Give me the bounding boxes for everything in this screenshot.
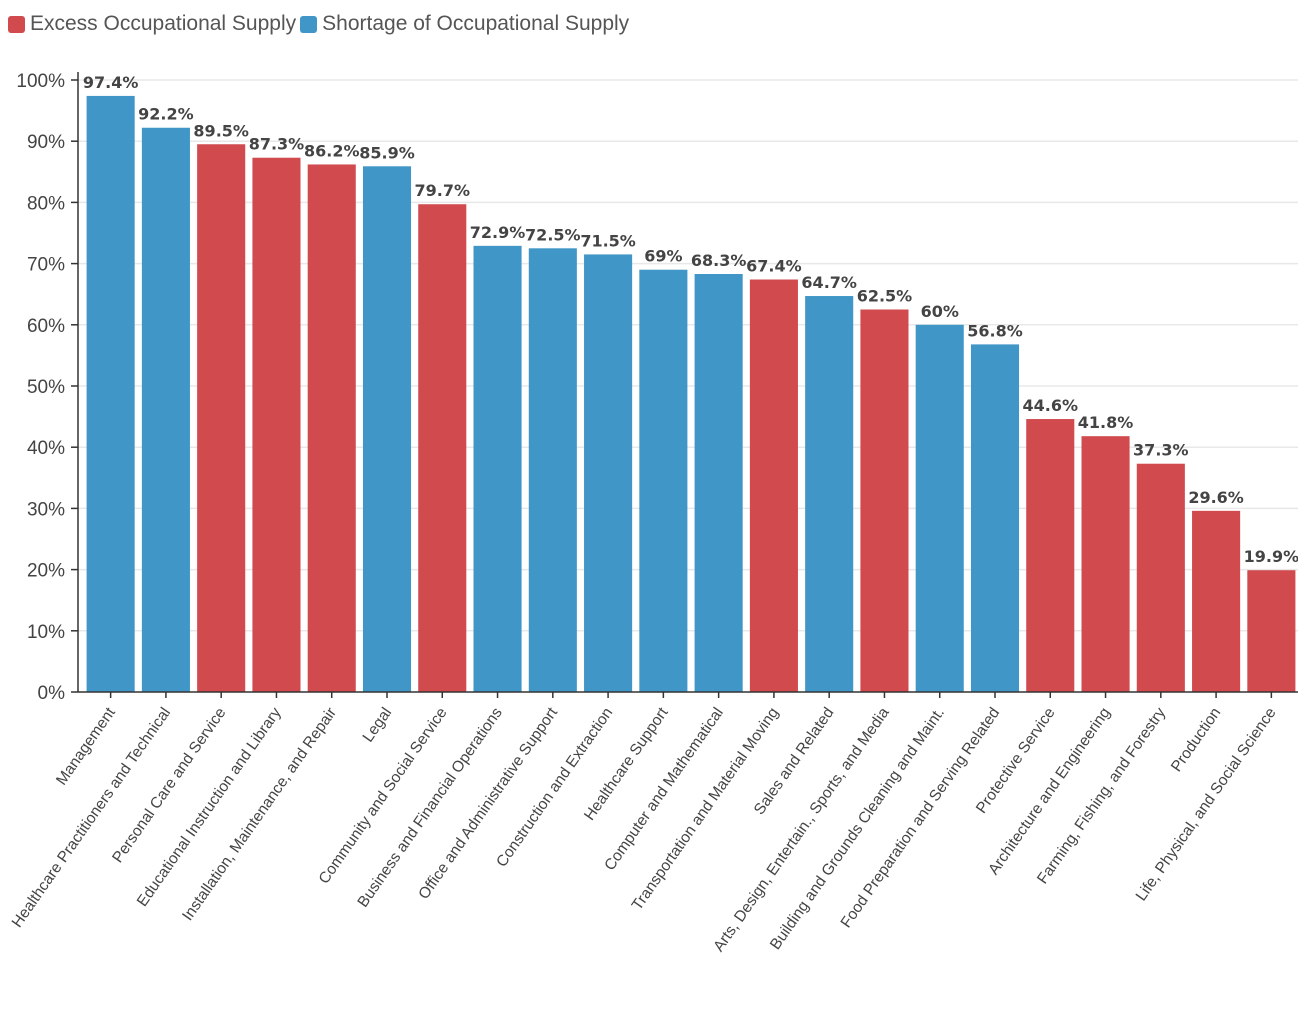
- legend-swatch-shortage: [300, 15, 318, 33]
- bar-shortage: [141, 127, 190, 692]
- data-label: 56.8%: [967, 321, 1023, 340]
- y-tick-label: 50%: [27, 377, 65, 398]
- data-label: 92.2%: [138, 105, 194, 124]
- data-label: 60%: [921, 302, 959, 321]
- legend-item-excess[interactable]: Excess Occupational Supply: [8, 12, 296, 36]
- data-label: 72.5%: [525, 225, 581, 244]
- data-label: 69%: [644, 247, 682, 266]
- data-label: 67.4%: [746, 257, 802, 276]
- data-label: 79.7%: [415, 181, 471, 200]
- y-tick-label: 40%: [27, 438, 65, 459]
- bar-excess: [1247, 570, 1296, 692]
- data-label: 64.7%: [801, 273, 857, 292]
- y-tick-label: 60%: [27, 316, 65, 337]
- data-label: 86.2%: [304, 141, 360, 160]
- bar-shortage: [639, 269, 688, 692]
- legend-item-shortage[interactable]: Shortage of Occupational Supply: [300, 12, 629, 36]
- bar-shortage: [528, 248, 577, 693]
- bars: [86, 95, 1296, 693]
- data-label: 37.3%: [1133, 441, 1189, 460]
- category-label: Production: [1168, 705, 1224, 775]
- bar-excess: [1192, 510, 1241, 692]
- bar-excess: [749, 279, 798, 692]
- y-tick-label: 0%: [38, 683, 66, 704]
- data-label: 62.5%: [857, 287, 913, 306]
- legend-label-excess: Excess Occupational Supply: [30, 12, 297, 35]
- data-label: 72.9%: [470, 223, 526, 242]
- bar-shortage: [970, 344, 1020, 692]
- data-label: 19.9%: [1244, 547, 1298, 566]
- category-label: Construction and Extraction: [493, 705, 616, 871]
- axes: 0% 10% 20% 30% 40% 50% 60% 70% 80% 90% 100%: [16, 71, 1298, 704]
- bar-excess: [418, 204, 467, 692]
- data-label: 44.6%: [1023, 396, 1079, 415]
- bar-shortage: [915, 324, 964, 692]
- data-label: 87.3%: [249, 135, 305, 154]
- bar-excess: [252, 157, 301, 692]
- data-label: 71.5%: [580, 231, 636, 250]
- y-tick-label: 20%: [27, 561, 65, 582]
- y-tick-label: 80%: [27, 193, 65, 214]
- bar-excess: [1136, 463, 1185, 692]
- bar-excess: [197, 144, 246, 692]
- bar-excess: [1081, 436, 1130, 692]
- y-tick-label: 70%: [27, 255, 65, 276]
- legend-label-shortage: Shortage of Occupational Supply: [322, 12, 630, 35]
- y-tick-label: 100%: [16, 71, 65, 92]
- data-label: 41.8%: [1078, 413, 1134, 432]
- data-label: 89.5%: [193, 121, 249, 140]
- chart-legend: Excess Occupational Supply Shortage of O…: [8, 10, 633, 38]
- legend-swatch-excess: [8, 15, 25, 33]
- bar-shortage: [86, 95, 135, 693]
- y-tick-label: 10%: [27, 622, 65, 643]
- y-tick-label: 30%: [27, 499, 65, 520]
- category-label: Legal: [360, 705, 396, 746]
- data-label: 68.3%: [691, 251, 747, 270]
- bar-shortage: [694, 274, 743, 692]
- bar-excess: [860, 309, 909, 692]
- data-label: 97.4%: [83, 73, 139, 92]
- y-tick-label: 90%: [27, 132, 65, 153]
- bar-shortage: [805, 296, 854, 692]
- bar-shortage: [584, 254, 633, 693]
- bar-shortage: [362, 166, 412, 693]
- data-label: 29.6%: [1188, 488, 1244, 507]
- data-label: 85.9%: [359, 143, 415, 162]
- bar-shortage: [473, 245, 522, 693]
- bar-excess: [307, 164, 356, 692]
- category-label: Personal Care and Service: [109, 705, 229, 866]
- bar-excess: [1026, 419, 1075, 692]
